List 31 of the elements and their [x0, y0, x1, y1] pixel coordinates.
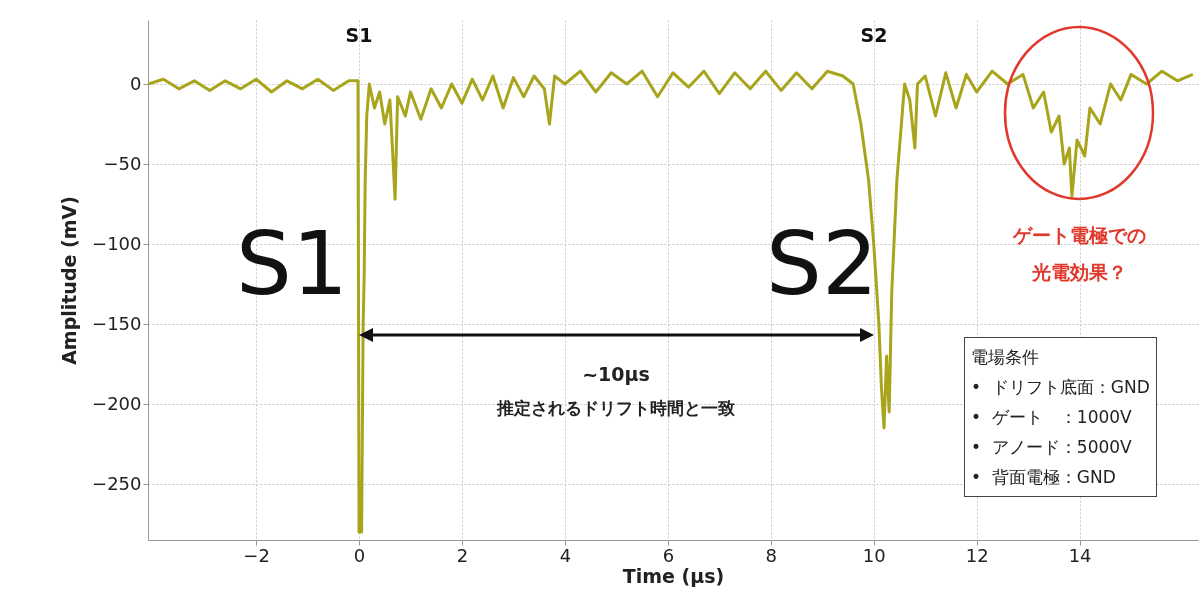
y-tick-label: −200 — [92, 392, 142, 414]
x-tick-label: 14 — [1068, 544, 1092, 566]
x-tick-label: 4 — [559, 544, 572, 566]
x-axis-title: Time (μs) — [622, 564, 725, 587]
y-tick-label: −150 — [92, 312, 142, 334]
x-tick-label: −2 — [243, 544, 270, 566]
annotation: S1 — [345, 24, 373, 46]
x-tick-label: 2 — [456, 544, 469, 566]
y-axis-title: Amplitude (mV) — [58, 196, 81, 365]
annotation: ~10μs — [582, 363, 650, 385]
x-tick-label: 6 — [662, 544, 675, 566]
x-tick-label: 8 — [765, 544, 778, 566]
x-tick-label: 0 — [353, 544, 366, 566]
annotation: S1 — [236, 212, 348, 315]
annotation: 電場条件 — [971, 346, 1040, 369]
annotation: • ドリフト底面：GND — [971, 376, 1150, 399]
annotation: 光電効果？ — [1030, 261, 1127, 283]
x-tick-label: 10 — [862, 544, 886, 566]
annotation: S2 — [860, 24, 888, 46]
y-tick-label: 0 — [130, 72, 142, 94]
line-series — [148, 69, 1195, 534]
y-tick-label: −100 — [92, 232, 142, 254]
annotation: 推定されるドリフト時間と一致 — [496, 398, 735, 418]
annotation: • ゲート ：1000V — [971, 406, 1133, 429]
annotation: • 背面電極：GND — [971, 466, 1117, 489]
annotation: S2 — [766, 212, 878, 315]
annotation: ゲート電極での — [1011, 224, 1146, 246]
annotation: • アノード：5000V — [971, 436, 1133, 459]
y-tick-label: −250 — [92, 472, 142, 494]
y-tick-label: −50 — [103, 152, 142, 174]
x-tick-label: 12 — [965, 544, 989, 566]
